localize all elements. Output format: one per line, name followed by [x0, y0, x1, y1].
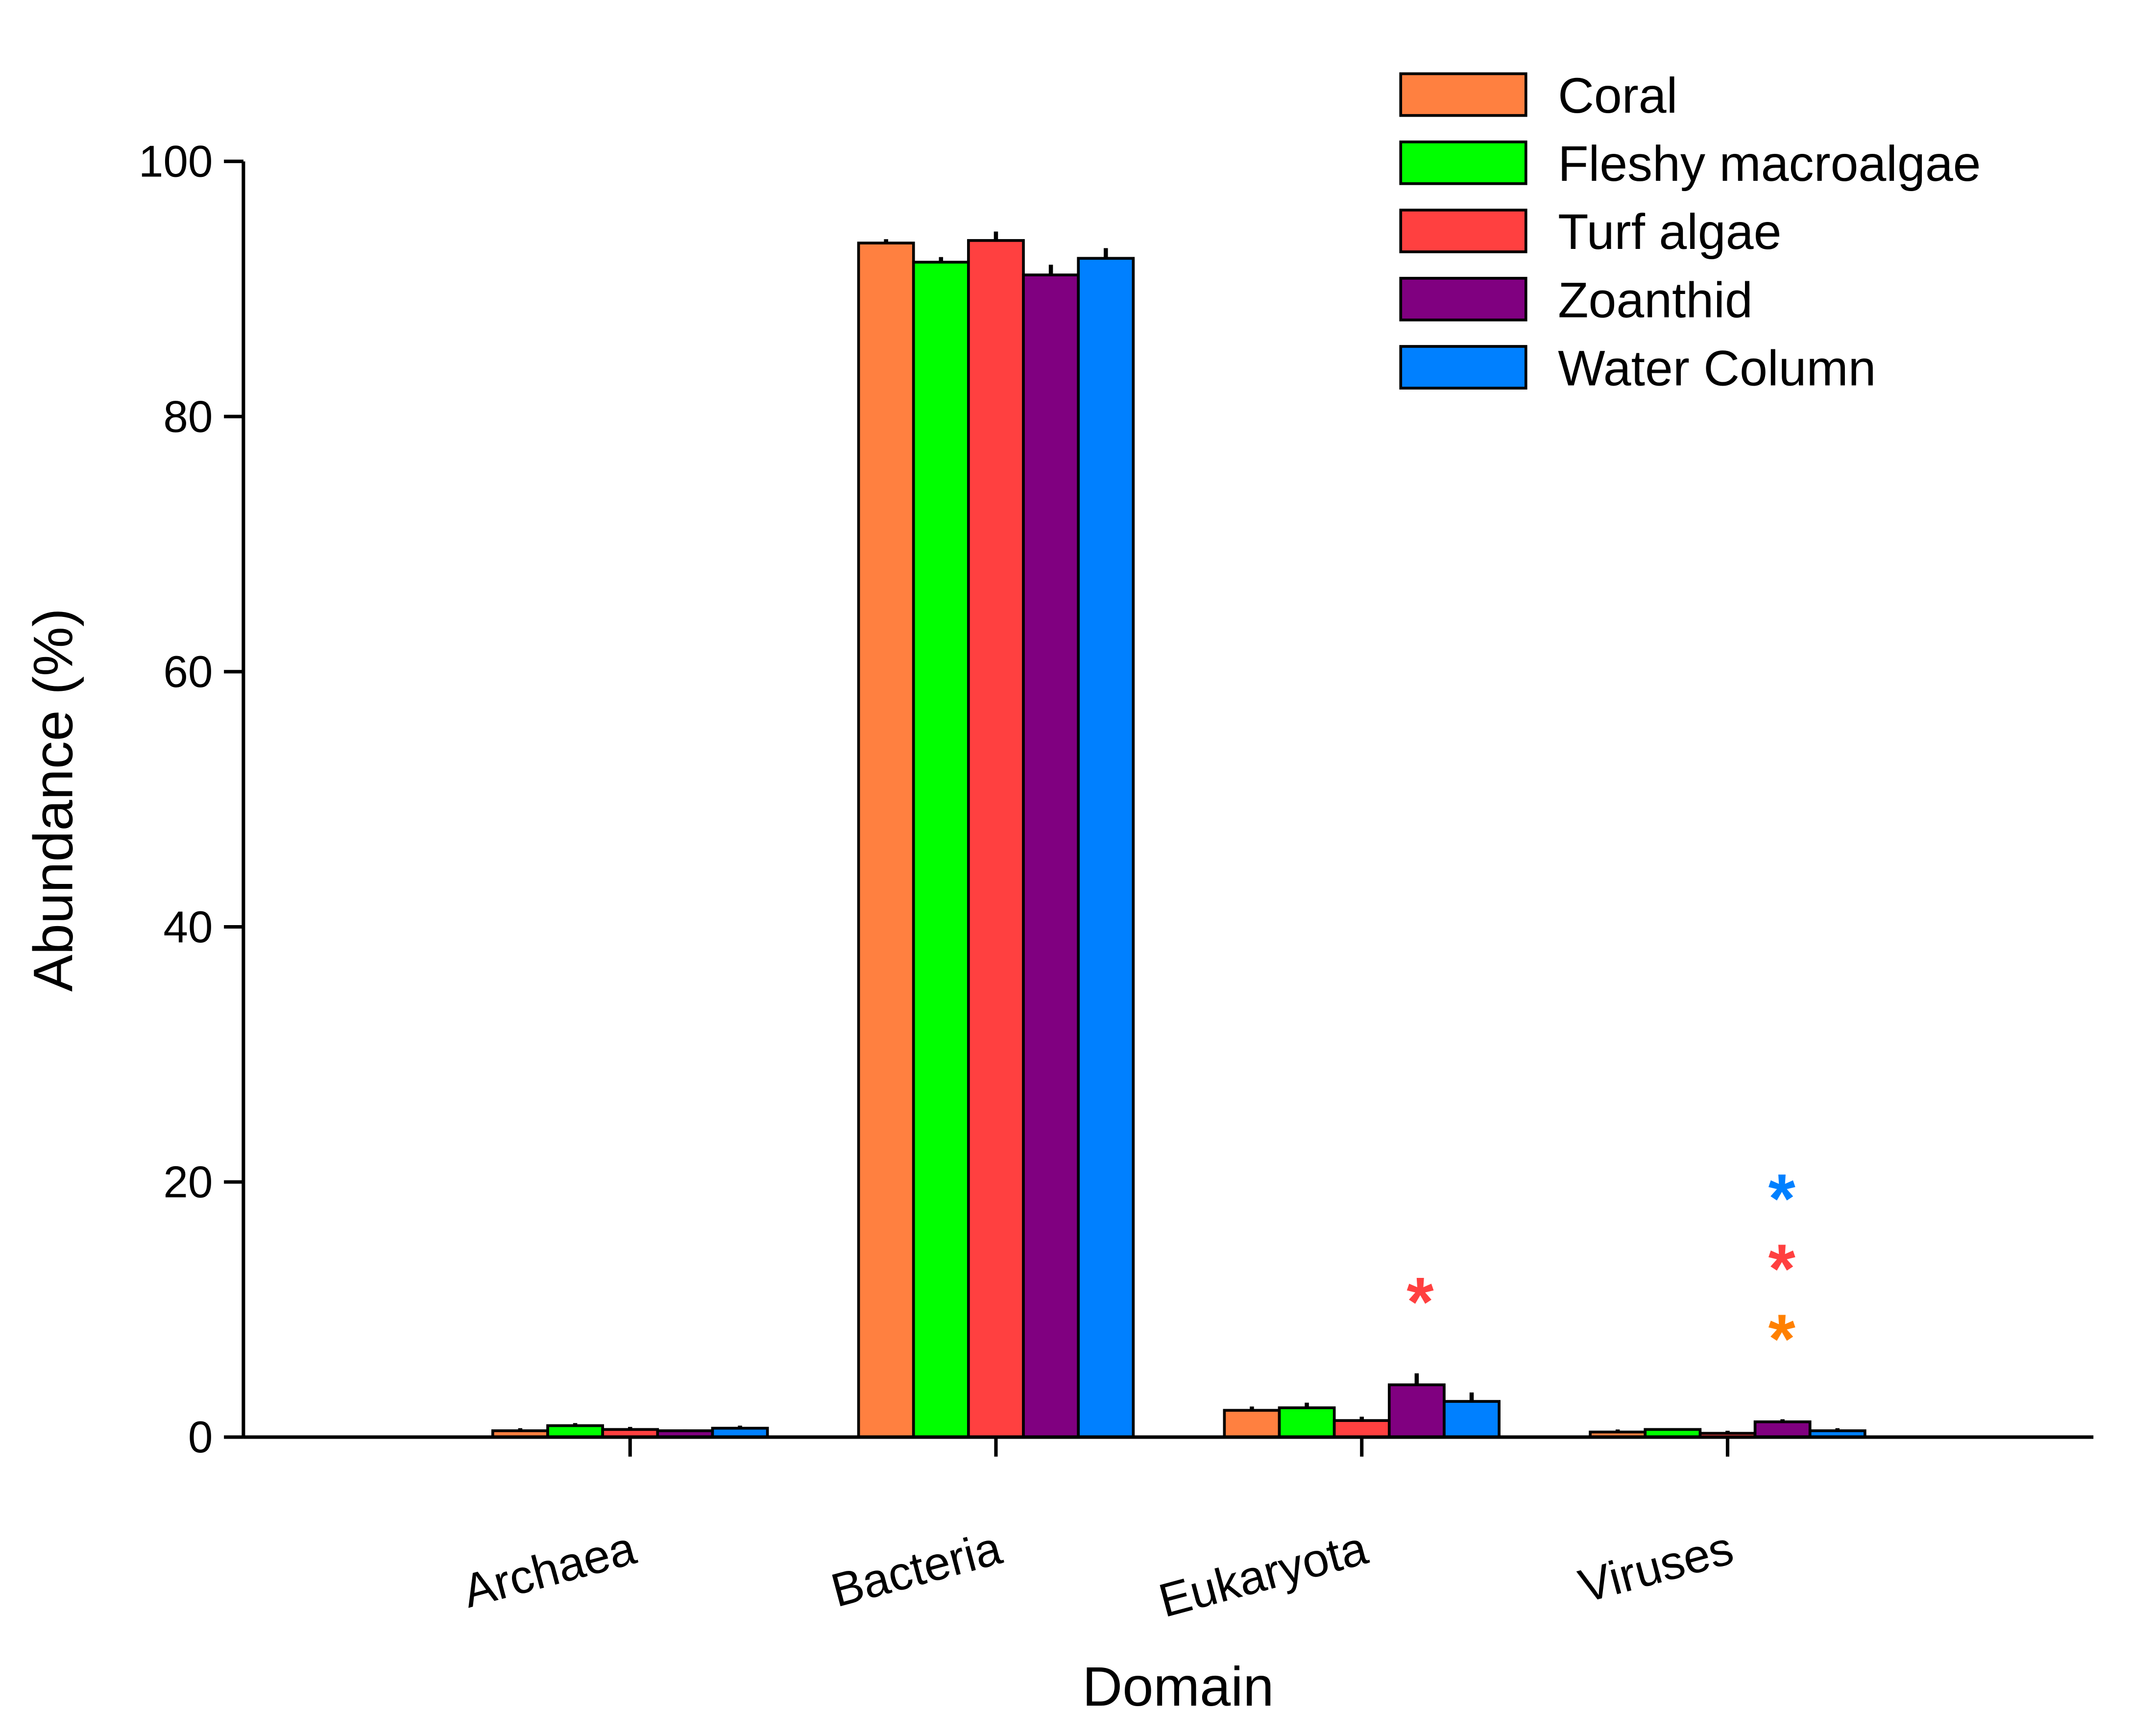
x-axis-label: Domain	[1082, 1656, 1274, 1713]
bar	[1223, 1409, 1281, 1439]
legend-label: Water Column	[1558, 340, 1876, 396]
bar	[1753, 1420, 1812, 1439]
x-tick-label: Bacteria	[826, 1521, 1007, 1617]
legend-label: Coral	[1558, 67, 1677, 123]
bar	[967, 239, 1025, 1439]
bar	[1332, 1419, 1391, 1439]
y-tick-label: 20	[163, 1157, 213, 1207]
legend-label: Zoanthid	[1558, 271, 1753, 328]
x-tick-label: Eukaryota	[1154, 1521, 1373, 1627]
significance-asterisk: *	[1768, 1230, 1796, 1308]
legend-label: Fleshy macroalgae	[1558, 135, 1981, 192]
bar	[1278, 1406, 1336, 1439]
bar	[1387, 1383, 1446, 1439]
y-tick-label: 80	[163, 392, 213, 441]
bar	[1077, 257, 1135, 1439]
legend-swatch	[1399, 140, 1527, 185]
bar	[857, 242, 915, 1439]
legend-swatch	[1399, 277, 1527, 321]
y-tick-label: 0	[188, 1413, 213, 1462]
legend-swatch	[1399, 208, 1527, 253]
significance-asterisk: *	[1768, 1300, 1796, 1378]
legend-swatch	[1399, 345, 1527, 390]
bar	[1443, 1400, 1501, 1439]
y-axis-label: Abundance (%)	[23, 608, 85, 992]
y-tick-label: 100	[139, 137, 213, 187]
legend-label: Turf algae	[1558, 203, 1781, 260]
legend: Coral Fleshy macroalgae Turf algae Zoanthid…	[1399, 67, 1981, 396]
bar	[1022, 273, 1080, 1439]
significance-asterisk: *	[1406, 1263, 1434, 1341]
legend-swatch	[1399, 72, 1527, 117]
x-tick-label: Archaea	[458, 1521, 641, 1617]
annotations-layer: ****	[1406, 1160, 1795, 1378]
significance-asterisk: *	[1768, 1160, 1796, 1238]
x-tick-label: Viruses	[1574, 1521, 1739, 1613]
bars-layer	[491, 231, 1866, 1439]
y-tick-label: 60	[163, 647, 213, 697]
y-tick-label: 40	[163, 903, 213, 952]
bar	[912, 261, 970, 1439]
